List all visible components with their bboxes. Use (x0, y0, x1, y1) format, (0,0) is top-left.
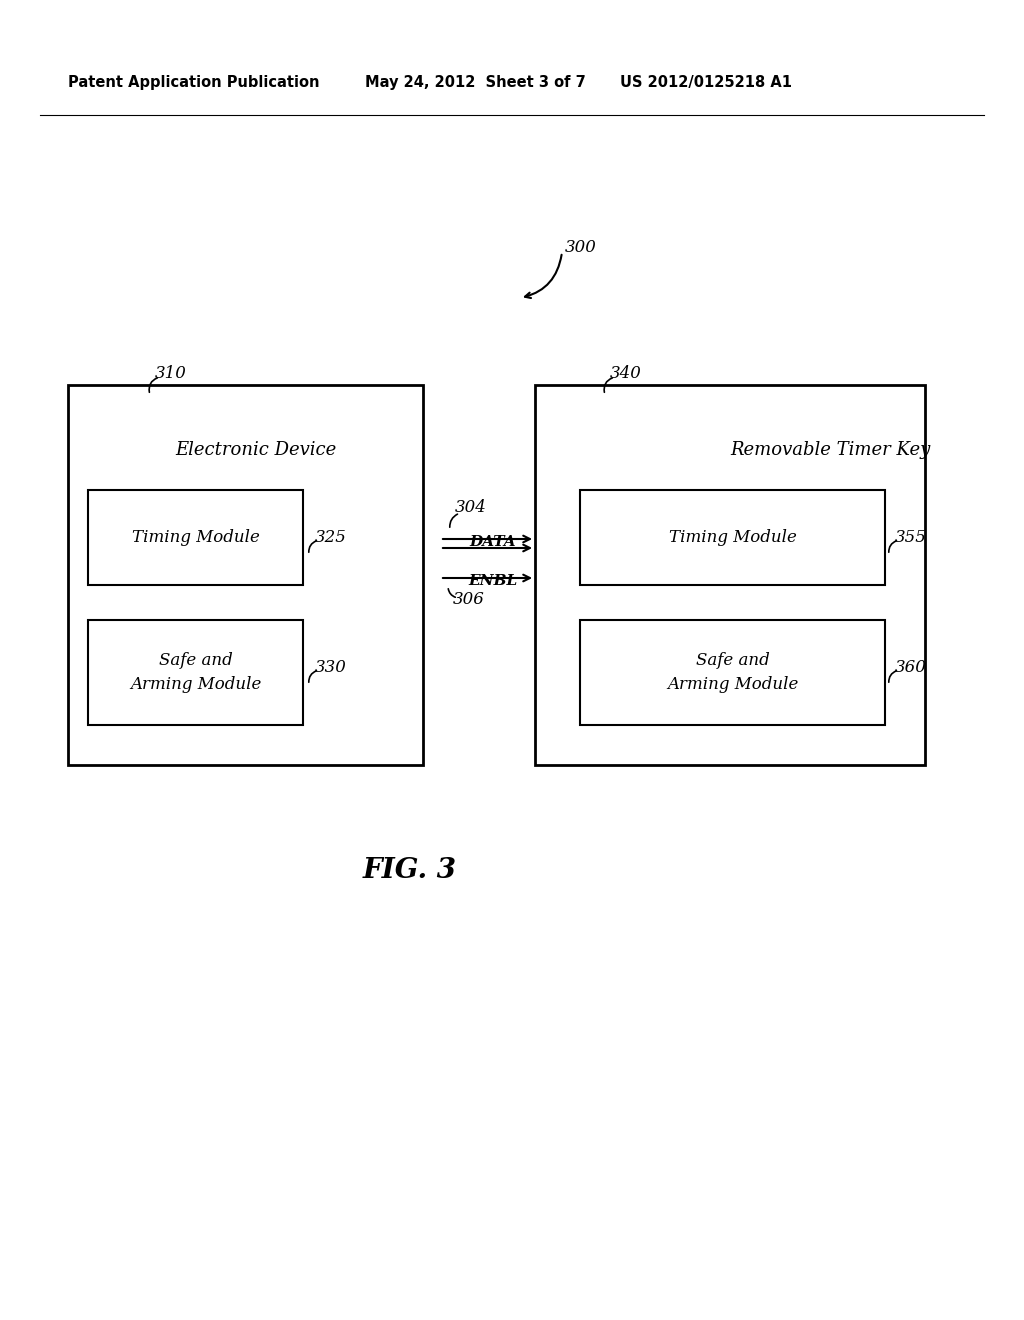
Text: Patent Application Publication: Patent Application Publication (68, 75, 319, 91)
Text: 360: 360 (895, 659, 927, 676)
Text: Timing Module: Timing Module (669, 529, 797, 546)
Text: ENBL: ENBL (468, 574, 517, 587)
Bar (88, 620, 303, 725)
Text: May 24, 2012  Sheet 3 of 7: May 24, 2012 Sheet 3 of 7 (365, 75, 586, 91)
Text: 310: 310 (155, 364, 186, 381)
Bar (580, 490, 885, 585)
Text: FIG. 3: FIG. 3 (362, 857, 457, 883)
Text: Safe and
Arming Module: Safe and Arming Module (667, 652, 798, 693)
Bar (580, 620, 885, 725)
Text: 306: 306 (453, 591, 485, 609)
Text: DATA: DATA (469, 535, 516, 549)
Text: US 2012/0125218 A1: US 2012/0125218 A1 (620, 75, 792, 91)
Text: 355: 355 (895, 528, 927, 545)
Text: Removable Timer Key: Removable Timer Key (730, 441, 930, 459)
Text: 300: 300 (565, 239, 597, 256)
Text: 325: 325 (315, 528, 347, 545)
Text: 340: 340 (610, 364, 642, 381)
Text: 304: 304 (455, 499, 486, 516)
Bar (535, 385, 925, 766)
Text: 330: 330 (315, 659, 347, 676)
Bar (68, 385, 423, 766)
Text: Safe and
Arming Module: Safe and Arming Module (130, 652, 261, 693)
Text: Timing Module: Timing Module (131, 529, 259, 546)
Bar (88, 490, 303, 585)
Text: Electronic Device: Electronic Device (175, 441, 336, 459)
